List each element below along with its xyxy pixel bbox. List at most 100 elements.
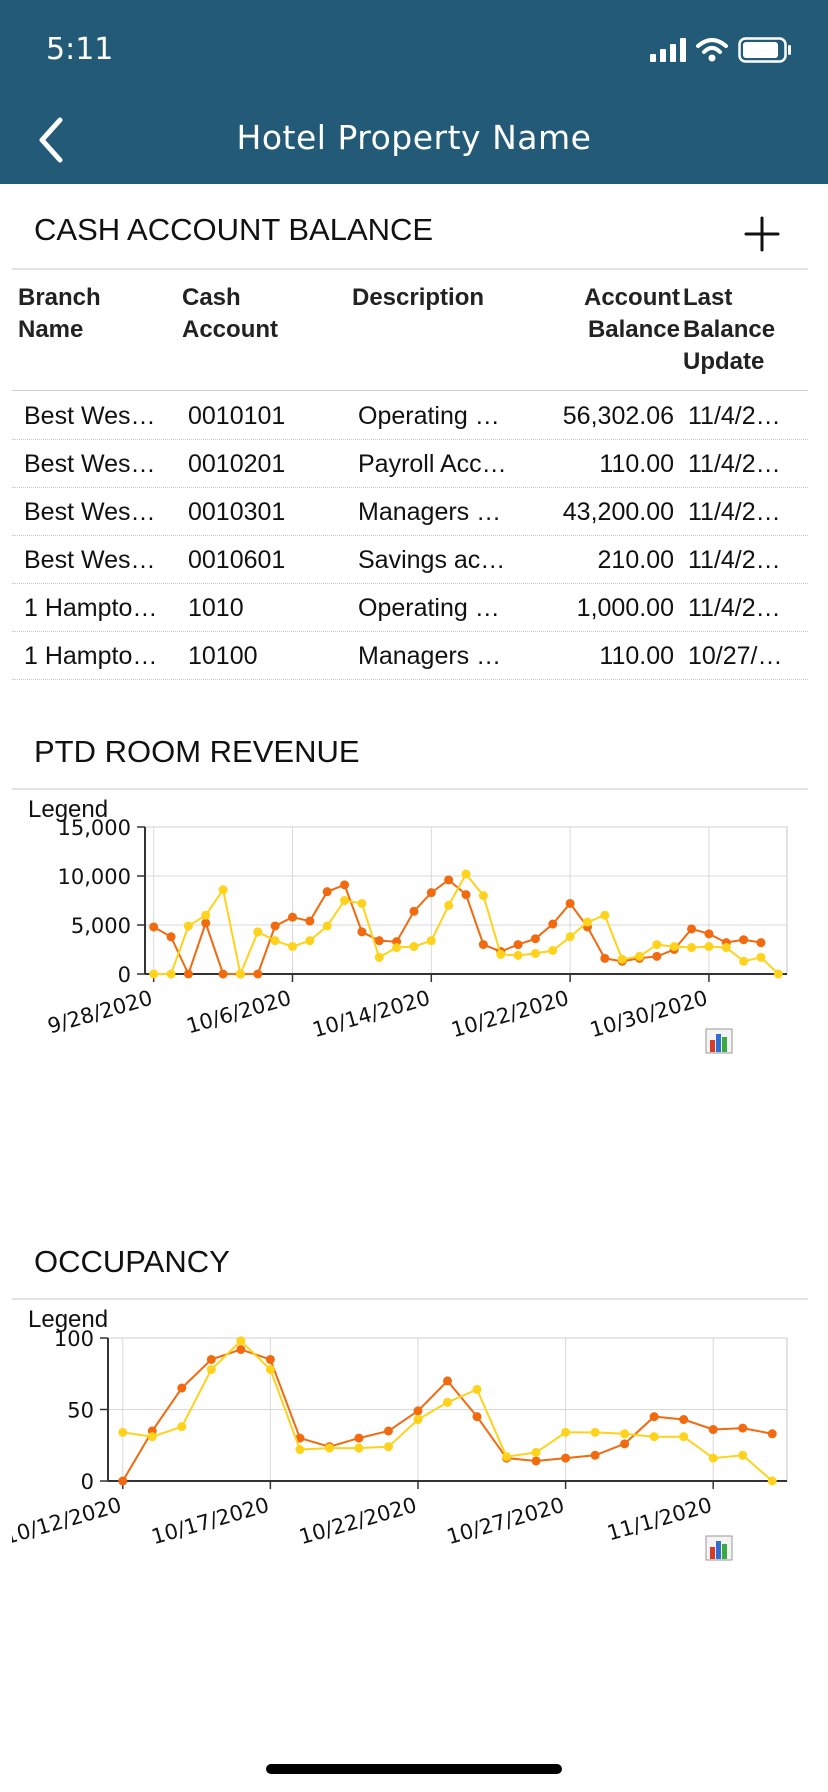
- data-point: [513, 940, 523, 950]
- data-point: [409, 906, 419, 916]
- data-point: [426, 888, 436, 898]
- data-point: [383, 1426, 393, 1436]
- data-point: [704, 942, 714, 952]
- data-point: [374, 936, 384, 946]
- cell-balance: 110.00: [599, 642, 674, 670]
- cell-branch: Best Wes…: [24, 450, 156, 478]
- data-point: [354, 1433, 364, 1443]
- cell-balance: 210.00: [597, 546, 674, 574]
- data-point: [461, 890, 471, 900]
- data-point: [305, 936, 315, 946]
- cell-updated: 11/4/2…: [688, 594, 781, 622]
- data-point: [617, 954, 627, 964]
- cell-account: 0010601: [188, 546, 286, 574]
- header-account-balance[interactable]: Account Balance: [584, 284, 680, 343]
- data-point: [413, 1406, 423, 1416]
- cell-balance: 1,000.00: [576, 594, 674, 622]
- header-cash-account[interactable]: Cash Account: [182, 284, 278, 343]
- data-point: [679, 1432, 689, 1442]
- data-point: [147, 1432, 157, 1442]
- x-tick-label: 9/28/2020: [45, 986, 155, 1039]
- data-point: [443, 1397, 452, 1407]
- data-point: [767, 1429, 777, 1439]
- data-point: [295, 1433, 305, 1443]
- table-row[interactable]: 1 Hampto… 10100 Managers … 110.00 10/27/…: [12, 632, 808, 680]
- cell-description: Operating …: [358, 402, 500, 430]
- navigation-bar: 5:11 Hotel Property Name: [0, 0, 828, 184]
- y-tick-label: 50: [67, 1399, 94, 1423]
- data-point: [340, 880, 350, 890]
- cell-description: Managers …: [358, 642, 502, 670]
- legend-label[interactable]: Legend: [28, 1306, 109, 1333]
- data-point: [357, 927, 367, 937]
- data-point: [253, 969, 263, 979]
- cellular-signal-icon: [650, 38, 686, 62]
- cell-description: Savings ac…: [358, 546, 506, 574]
- data-point: [531, 1447, 541, 1457]
- data-point: [166, 932, 176, 942]
- cash-section-title: CASH ACCOUNT BALANCE: [34, 212, 434, 247]
- data-point: [687, 943, 697, 953]
- cell-branch: Best Wes…: [24, 546, 156, 574]
- cell-description: Payroll Acc…: [358, 450, 507, 478]
- data-point: [756, 952, 766, 962]
- cell-description: Operating …: [358, 594, 500, 622]
- table-row[interactable]: Best Wes… 0010601 Savings ac… 210.00 11/4/2…: [12, 536, 808, 584]
- data-point: [201, 910, 211, 920]
- data-point: [600, 910, 610, 920]
- chart-settings-icon[interactable]: [705, 1533, 735, 1563]
- data-point: [478, 891, 488, 901]
- data-point: [324, 1443, 334, 1453]
- cell-branch: 1 Hampto…: [24, 594, 158, 622]
- table-row[interactable]: Best Wes… 0010301 Managers … 43,200.00 11/4/…: [12, 488, 808, 536]
- chart-canvas: 0 50 100 10/12/2020 10/17/2020 10/22/2020 10/2…: [12, 1327, 788, 1549]
- cell-account: 10100: [188, 642, 258, 670]
- x-tick-label: 10/27/2020: [444, 1493, 567, 1549]
- chevron-left-icon[interactable]: [30, 112, 80, 168]
- cell-balance: 56,302.06: [562, 402, 674, 430]
- data-point: [669, 942, 679, 952]
- divider: [12, 268, 808, 270]
- data-point: [739, 935, 749, 945]
- y-tick-label: 5,000: [71, 914, 131, 938]
- data-point: [287, 912, 297, 922]
- table-row[interactable]: Best Wes… 0010101 Operating … 56,302.06 11/4…: [12, 392, 808, 440]
- cell-account: 0010101: [188, 402, 286, 430]
- status-icons: [650, 36, 792, 64]
- data-point: [531, 1456, 541, 1466]
- data-point: [206, 1354, 216, 1364]
- chart-canvas: 0 5,000 10,000 15,000 9/28/2020 10/6/2020 10/1…: [45, 816, 788, 1042]
- data-point: [287, 942, 297, 952]
- data-point: [756, 938, 766, 948]
- data-point: [340, 896, 350, 905]
- occupancy-section-title: OCCUPANCY: [34, 1244, 230, 1279]
- cell-account: 0010201: [188, 450, 286, 478]
- data-point: [218, 885, 228, 895]
- x-tick-label: 10/22/2020: [296, 1493, 419, 1549]
- x-tick-label: 10/22/2020: [449, 986, 572, 1042]
- legend-label[interactable]: Legend: [28, 796, 109, 823]
- page-title: Hotel Property Name: [236, 118, 592, 157]
- table-row[interactable]: Best Wes… 0010201 Payroll Acc… 110.00 11/4/2…: [12, 440, 808, 488]
- data-point: [392, 943, 402, 953]
- cell-balance: 43,200.00: [562, 498, 674, 526]
- cell-account: 1010: [188, 594, 244, 622]
- data-point: [444, 900, 454, 910]
- table-row[interactable]: 1 Hampto… 1010 Operating … 1,000.00 11/4/2…: [12, 584, 808, 632]
- cell-branch: 1 Hampto…: [24, 642, 158, 670]
- data-point: [265, 1364, 275, 1374]
- plus-icon[interactable]: [736, 208, 788, 260]
- x-tick-label: 10/6/2020: [184, 986, 294, 1039]
- y-tick-label: 0: [118, 963, 131, 987]
- data-point: [582, 917, 592, 927]
- header-description[interactable]: Description: [352, 284, 485, 311]
- divider: [12, 788, 808, 790]
- data-point: [354, 1443, 364, 1453]
- chart-settings-icon[interactable]: [705, 1026, 735, 1056]
- data-point: [409, 942, 419, 952]
- data-point: [738, 1450, 748, 1460]
- data-point: [548, 919, 558, 929]
- header-last-balance-update[interactable]: Last Balance Update: [683, 284, 776, 375]
- data-point: [590, 1427, 600, 1437]
- header-branch-name[interactable]: Branch Name: [18, 284, 101, 343]
